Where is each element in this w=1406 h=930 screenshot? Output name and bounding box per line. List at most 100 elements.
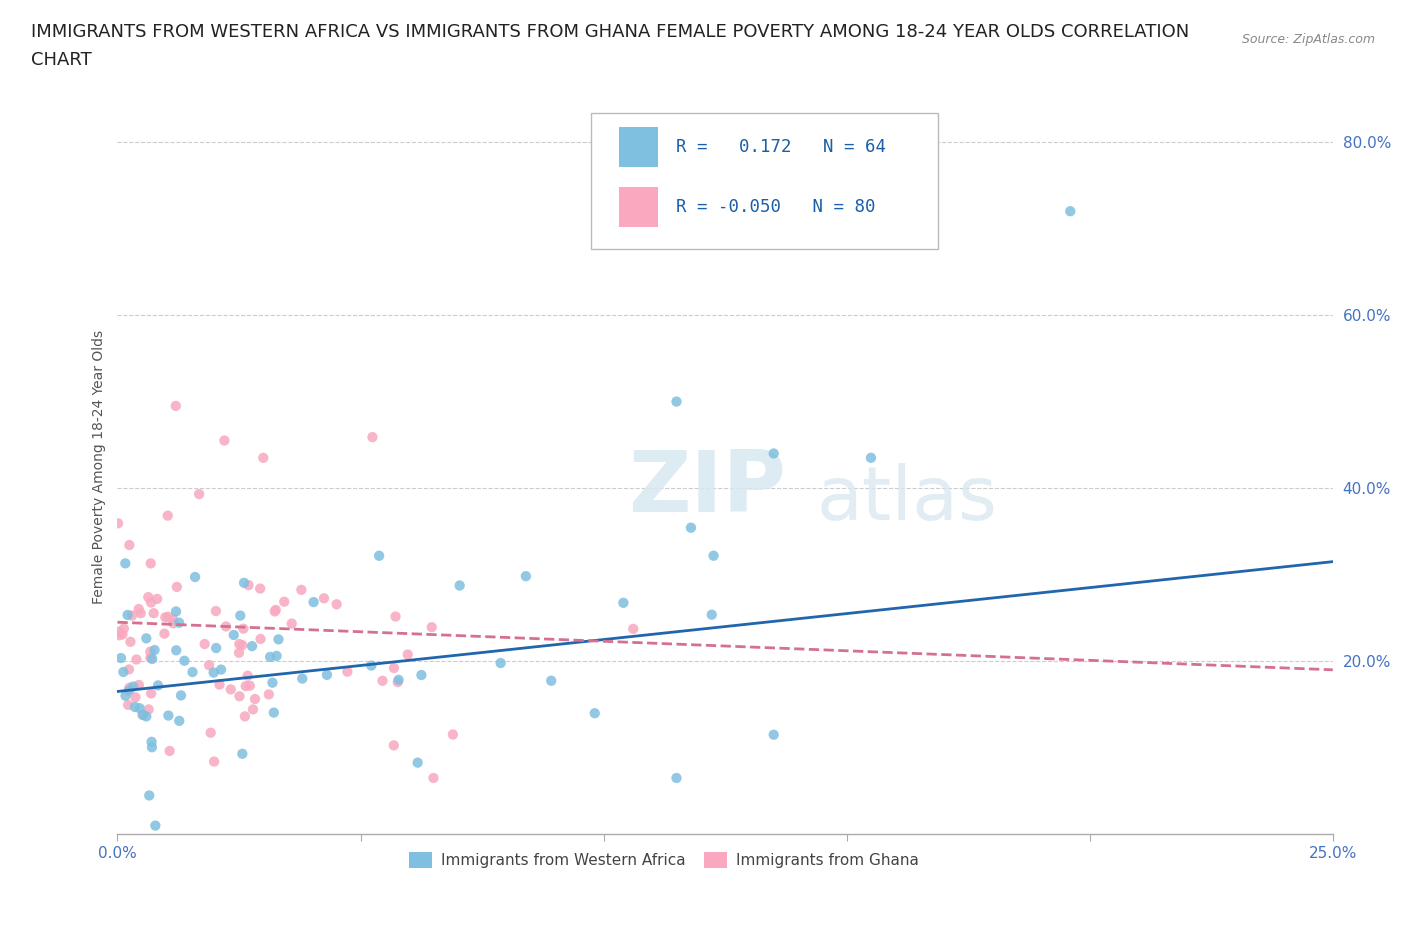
Point	[167, 616, 190, 631]
Point	[194, 636, 217, 651]
Point	[153, 626, 176, 641]
Point	[141, 740, 163, 755]
Point	[360, 658, 382, 673]
Point	[540, 673, 562, 688]
Point	[384, 609, 406, 624]
Point	[273, 594, 295, 609]
Point	[302, 594, 325, 609]
Point	[118, 681, 141, 696]
Text: ZIP: ZIP	[628, 447, 786, 530]
Point	[128, 602, 150, 617]
Point	[228, 689, 250, 704]
Point	[110, 651, 132, 666]
Point	[139, 686, 162, 701]
Point	[138, 788, 160, 803]
Point	[200, 725, 222, 740]
Point	[159, 743, 181, 758]
Point	[489, 656, 512, 671]
Point	[382, 660, 405, 675]
Point	[143, 643, 166, 658]
Point	[114, 556, 136, 571]
Point	[441, 727, 464, 742]
Point	[859, 450, 882, 465]
Point	[125, 652, 148, 667]
Point	[120, 634, 142, 649]
FancyBboxPatch shape	[620, 187, 658, 228]
Point	[325, 597, 347, 612]
Point	[420, 619, 443, 634]
Point	[700, 607, 723, 622]
Point	[142, 605, 165, 620]
Point	[679, 520, 702, 535]
Point	[236, 669, 259, 684]
Point	[762, 446, 785, 461]
Text: CHART: CHART	[31, 51, 91, 69]
Point	[240, 639, 263, 654]
Point	[361, 430, 384, 445]
Point	[122, 679, 145, 694]
Point	[238, 578, 260, 592]
Point	[118, 662, 141, 677]
Point	[184, 569, 207, 584]
Point	[139, 650, 162, 665]
Point	[138, 702, 160, 717]
Point	[242, 702, 264, 717]
Point	[202, 754, 225, 769]
Point	[1059, 204, 1081, 219]
Point	[232, 621, 254, 636]
Point	[336, 664, 359, 679]
Point	[411, 668, 433, 683]
Point	[170, 688, 193, 703]
Point	[263, 705, 285, 720]
Point	[233, 709, 256, 724]
Point	[239, 678, 262, 693]
Point	[263, 604, 285, 618]
Point	[139, 644, 162, 659]
Point	[208, 677, 231, 692]
Text: R = -0.050   N = 80: R = -0.050 N = 80	[676, 198, 876, 216]
Point	[387, 672, 409, 687]
Point	[422, 771, 444, 786]
Point	[233, 576, 256, 591]
Point	[136, 590, 159, 604]
Point	[165, 398, 187, 413]
Point	[228, 645, 250, 660]
Point	[143, 818, 166, 833]
Point	[141, 652, 163, 667]
Point	[157, 609, 180, 624]
Point	[290, 582, 312, 597]
Point	[583, 706, 606, 721]
Point	[124, 690, 146, 705]
Point	[249, 631, 271, 646]
Point	[135, 709, 157, 724]
Text: atlas: atlas	[817, 463, 997, 536]
Point	[108, 628, 131, 643]
Point	[198, 658, 221, 672]
Point	[107, 516, 129, 531]
Point	[128, 701, 150, 716]
Text: Source: ZipAtlas.com: Source: ZipAtlas.com	[1241, 33, 1375, 46]
Point	[449, 578, 471, 593]
Point	[257, 687, 280, 702]
Point	[132, 708, 155, 723]
Point	[146, 591, 169, 606]
Point	[280, 616, 302, 631]
Point	[621, 621, 644, 636]
Point	[112, 621, 135, 636]
Point	[249, 581, 271, 596]
Point	[131, 708, 153, 723]
Y-axis label: Female Poverty Among 18-24 Year Olds: Female Poverty Among 18-24 Year Olds	[93, 329, 107, 604]
Point	[262, 675, 284, 690]
Point	[139, 595, 162, 610]
Point	[135, 631, 157, 645]
Point	[515, 569, 537, 584]
Point	[368, 549, 391, 564]
Point	[188, 486, 211, 501]
Point	[316, 668, 339, 683]
Point	[612, 595, 634, 610]
Point	[228, 637, 250, 652]
Point	[266, 648, 288, 663]
Point	[129, 605, 152, 620]
Point	[124, 699, 146, 714]
Point	[382, 738, 405, 753]
